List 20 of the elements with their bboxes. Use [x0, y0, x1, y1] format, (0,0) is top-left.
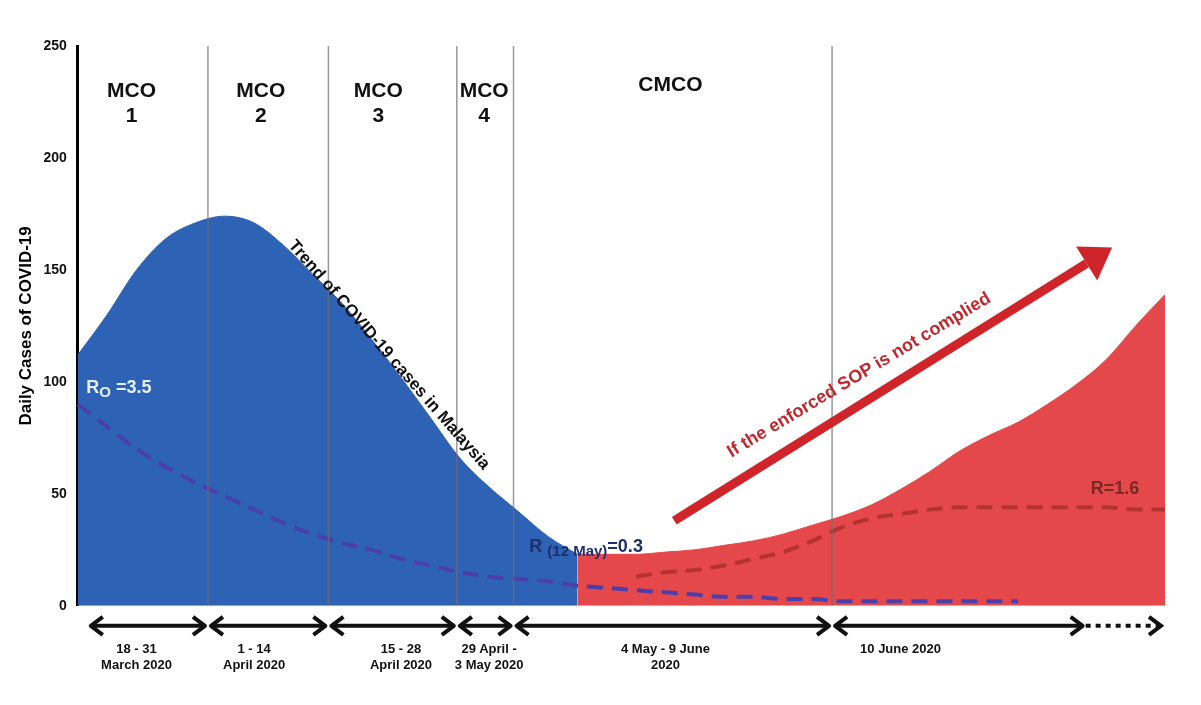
y-tick-label: 0	[58, 596, 67, 613]
annotation: R$_{O}$ =3.5	[86, 376, 152, 401]
annotation: MCO 2	[236, 76, 286, 128]
x-tick-label: 18 - 31 March 2020	[101, 641, 172, 672]
x-tick-label: 4 May - 9 June 2020	[621, 641, 710, 672]
annotation: MCO 4	[459, 76, 509, 128]
y-tick-label: 150	[43, 260, 67, 277]
x-tick-label: 1 - 14 April 2020	[222, 641, 286, 672]
y-tick-label: 50	[51, 484, 67, 501]
x-tick-label: 29 April - 3 May 2020	[454, 641, 524, 672]
y-tick-label: 200	[43, 148, 67, 165]
y-axis-title: Daily Cases of COVID-19	[15, 226, 35, 426]
annotation: R=1.6	[1090, 478, 1140, 501]
x-tick-label: 15 - 28 April 2020	[369, 641, 433, 672]
annotation: MCO 1	[107, 76, 157, 128]
x-tick-label: 10 June 2020	[860, 641, 942, 657]
annotation: CMCO	[638, 71, 703, 97]
y-tick-label: 100	[43, 372, 67, 389]
y-tick-label: 250	[43, 36, 67, 53]
annotation: MCO 3	[353, 76, 403, 128]
